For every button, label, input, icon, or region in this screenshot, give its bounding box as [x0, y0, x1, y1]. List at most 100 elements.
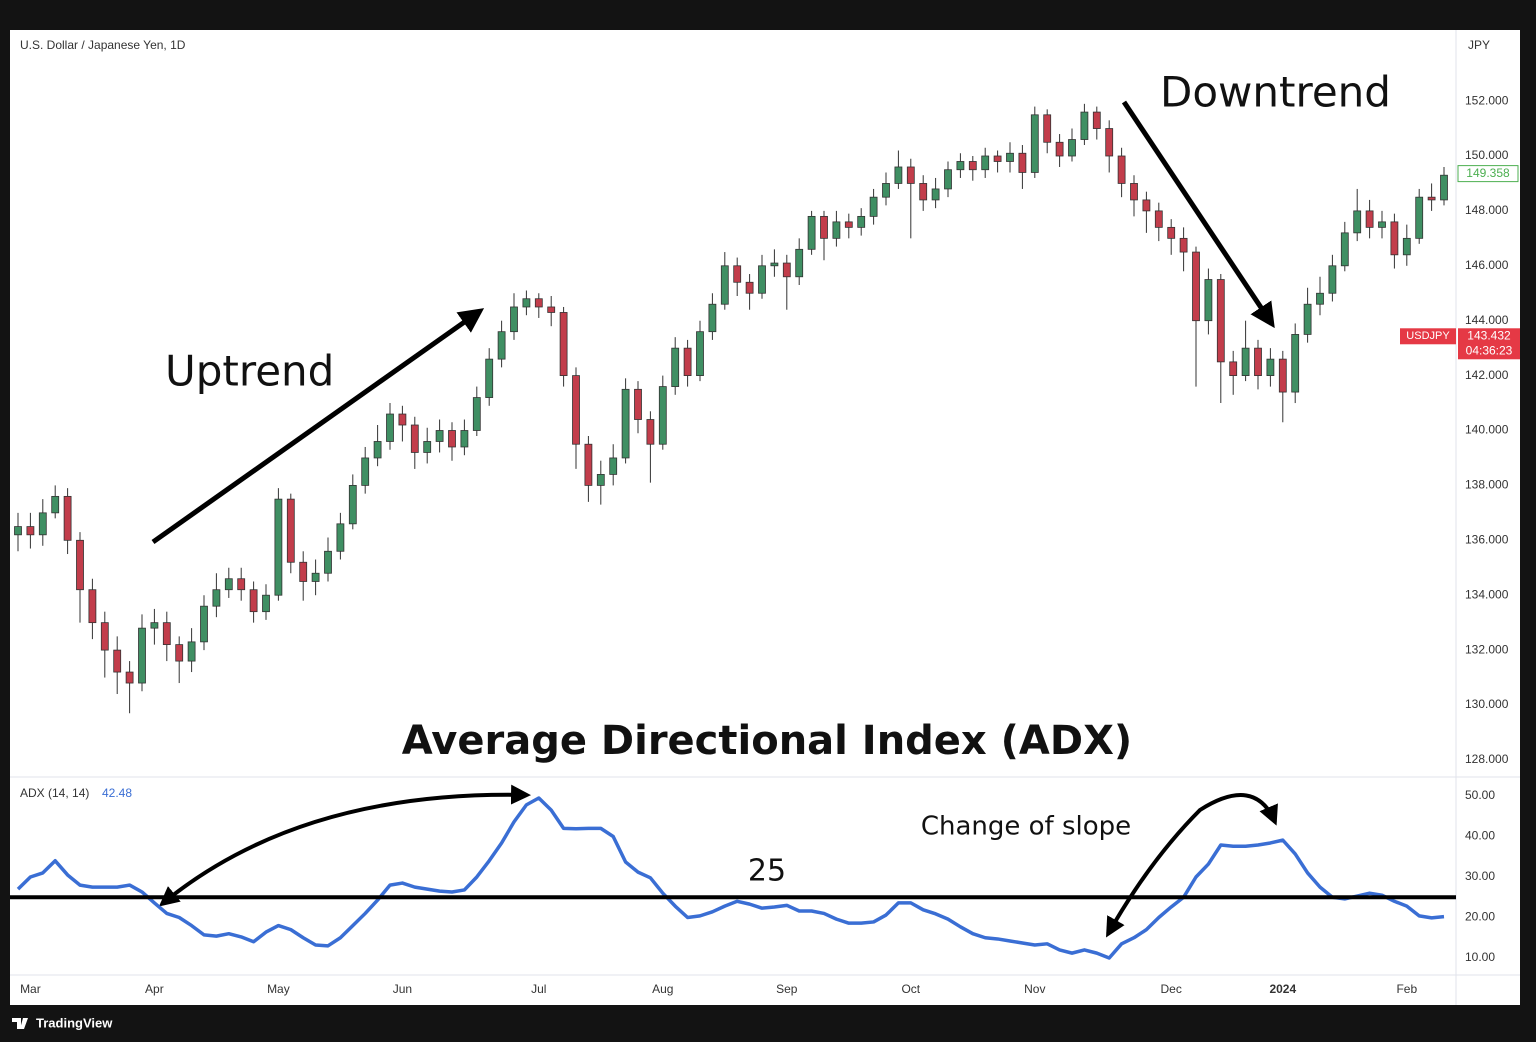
candle-body [1204, 279, 1213, 322]
candle-body [162, 622, 171, 646]
candle-body [448, 430, 456, 448]
candle-body [423, 441, 432, 453]
candle-body [634, 388, 642, 420]
candle-body [795, 248, 804, 278]
candle-body [559, 312, 568, 376]
candle-body [497, 331, 506, 360]
candle-body [733, 265, 742, 283]
candle-body [696, 331, 704, 376]
indicator-name: ADX (14, 14) [20, 786, 89, 800]
candle-body [262, 594, 270, 613]
candle-body [373, 441, 382, 459]
annotation: Uptrend [165, 347, 334, 396]
candle-body [906, 166, 915, 184]
candle-body [26, 526, 35, 536]
price-tag-label: 143.432 [1467, 328, 1511, 342]
symbol-tag: USDJPY [1406, 330, 1450, 342]
footer-brand: TradingView [36, 1015, 113, 1030]
candle-body [807, 215, 816, 250]
candle-body [249, 589, 258, 613]
candle-body [361, 457, 370, 486]
y-tick-label: 144.000 [1465, 313, 1509, 327]
candle-body [348, 484, 357, 525]
candle-body [534, 298, 543, 308]
x-tick-label: Aug [652, 982, 673, 996]
candle-body [311, 572, 320, 582]
x-tick-label: Sep [776, 982, 798, 996]
candle-body [386, 413, 394, 442]
candle-body [745, 281, 754, 294]
candle-body [1154, 210, 1163, 228]
y-tick-label: 146.000 [1465, 258, 1509, 272]
candle-body [237, 578, 246, 591]
y-tick-label: 140.000 [1465, 423, 1509, 437]
x-tick-label: Jul [531, 982, 546, 996]
candle-body [51, 495, 60, 514]
y-tick-label: 130.000 [1465, 697, 1509, 711]
threshold-label: 25 [748, 854, 786, 889]
candle-body [212, 589, 221, 607]
y-tick-label: 142.000 [1465, 368, 1509, 382]
chart-title: U.S. Dollar / Japanese Yen, 1D [20, 38, 186, 52]
candle-body [187, 641, 196, 662]
candle-body [683, 347, 692, 376]
x-tick-label: Nov [1024, 982, 1045, 996]
candle-body [113, 649, 122, 673]
y-tick-label: 50.00 [1465, 788, 1495, 802]
x-tick-label: Feb [1396, 982, 1417, 996]
candle-body [547, 306, 556, 313]
annotation: Downtrend [1160, 68, 1391, 117]
candle-body [1340, 232, 1349, 267]
candle-body [944, 169, 952, 190]
last-price-label: 149.358 [1466, 166, 1510, 180]
candles [14, 103, 1448, 714]
candle-body [1092, 111, 1101, 129]
x-tick-label: Apr [145, 982, 164, 996]
candle-body [1353, 210, 1362, 234]
candle-body [1328, 265, 1337, 294]
candle-body [1303, 303, 1312, 335]
candle-body [882, 183, 890, 198]
candle-body [1179, 237, 1188, 253]
candle-body [646, 419, 655, 445]
candle-body [1192, 251, 1200, 322]
y-tick-label: 30.00 [1465, 869, 1495, 883]
x-tick-label: Oct [901, 982, 920, 996]
footer-logo [12, 1018, 28, 1029]
x-tick-label: Mar [20, 982, 41, 996]
candle-body [1241, 347, 1250, 376]
candle-body [398, 413, 407, 426]
candle-body [435, 430, 444, 442]
candle-body [596, 474, 605, 486]
candle-body [770, 262, 779, 267]
y-tick-label: 20.00 [1465, 910, 1495, 924]
candle-body [1018, 152, 1027, 173]
candle-body [200, 605, 208, 643]
y-tick-label: 132.000 [1465, 642, 1509, 656]
candle-body [931, 188, 940, 201]
y-axis-label: JPY [1468, 38, 1490, 52]
candle-body [1229, 361, 1238, 376]
candle-body [1378, 221, 1386, 228]
candle-body [485, 358, 494, 398]
candle-body [1291, 334, 1300, 393]
countdown-label: 04:36:23 [1466, 343, 1513, 357]
candle-body [76, 539, 84, 591]
candle-body [299, 561, 308, 582]
candle-body [1068, 139, 1076, 157]
candle-body [1402, 237, 1411, 256]
candle-body [1316, 292, 1324, 305]
candle-body [720, 265, 729, 305]
y-tick-label: 128.000 [1465, 752, 1509, 766]
y-tick-label: 40.00 [1465, 829, 1495, 843]
y-tick-label: 148.000 [1465, 203, 1509, 217]
candle-body [1055, 141, 1064, 157]
y-tick-label: 138.000 [1465, 478, 1509, 492]
candle-body [844, 221, 853, 228]
candle-body [609, 457, 618, 475]
candle-body [572, 375, 580, 445]
trend-arrow [151, 308, 485, 545]
candle-body [1278, 358, 1287, 393]
